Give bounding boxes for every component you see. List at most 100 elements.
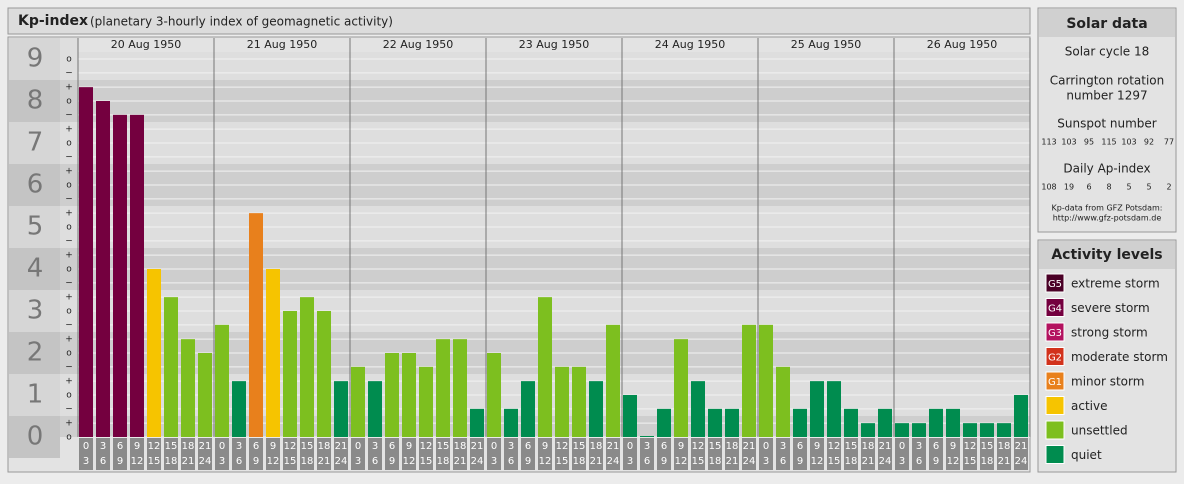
hour-label: 0 (899, 441, 905, 452)
hour-label: 21 (471, 441, 484, 452)
hour-box (691, 438, 705, 470)
bar (487, 353, 501, 437)
hour-label: 3 (899, 456, 905, 467)
y-tick-label: 2 (27, 338, 44, 368)
hour-box (657, 438, 671, 470)
level-label: strong storm (1071, 326, 1148, 340)
hour-label: 6 (644, 456, 650, 467)
level-swatch (1045, 298, 1065, 317)
bar (79, 87, 93, 437)
hour-label: 6 (916, 456, 922, 467)
hour-label: 9 (525, 456, 531, 467)
hour-label: 18 (437, 456, 450, 467)
bar (929, 408, 943, 437)
bar (657, 408, 671, 437)
hour-label: 24 (879, 456, 892, 467)
hour-box (1014, 438, 1028, 470)
y-band (9, 332, 60, 374)
bar (164, 297, 178, 437)
hour-label: 21 (335, 441, 348, 452)
sunspot-value: 77 (1164, 138, 1174, 147)
bar (215, 324, 229, 437)
hour-label: 3 (236, 441, 242, 452)
hour-label: 0 (219, 441, 225, 452)
hour-box (198, 438, 212, 470)
bar (181, 339, 195, 437)
sunspot-value: 113 (1041, 138, 1056, 147)
hour-box (912, 438, 926, 470)
hour-label: 24 (743, 456, 756, 467)
bar (113, 114, 127, 438)
hour-box (810, 438, 824, 470)
hour-label: 18 (573, 456, 586, 467)
bar (402, 353, 416, 437)
hour-label: 12 (556, 441, 569, 452)
level-swatch (1045, 445, 1065, 464)
bar (317, 311, 331, 437)
y-tick-label: 9 (27, 44, 44, 74)
bar (419, 366, 433, 437)
hour-box (300, 438, 314, 470)
hour-label: 0 (763, 441, 769, 452)
hour-label: 21 (879, 441, 892, 452)
hour-box (844, 438, 858, 470)
level-label: moderate storm (1071, 350, 1168, 364)
levels-title: Activity levels (1051, 247, 1162, 263)
minor-tick-label: o (66, 349, 72, 359)
hour-label: 3 (780, 441, 786, 452)
hour-label: 3 (372, 441, 378, 452)
sunspot-title: Sunspot number (1057, 117, 1156, 131)
hour-label: 3 (355, 456, 361, 467)
hour-label: 18 (998, 441, 1011, 452)
hour-label: 3 (644, 441, 650, 452)
bar (946, 408, 960, 437)
hour-label: 9 (389, 456, 395, 467)
hour-box (725, 438, 739, 470)
minor-tick-label: + (65, 251, 73, 261)
minor-tick-label: o (66, 307, 72, 317)
level-label: extreme storm (1071, 277, 1160, 291)
hour-label: 6 (389, 441, 395, 452)
hour-label: 6 (780, 456, 786, 467)
hour-label: 15 (692, 456, 705, 467)
hour-label: 6 (661, 441, 667, 452)
hour-label: 6 (117, 441, 123, 452)
bar (725, 408, 739, 437)
hour-label: 12 (284, 441, 297, 452)
bar (844, 408, 858, 437)
hour-label: 21 (199, 441, 212, 452)
level-swatch (1045, 322, 1065, 342)
hour-box (215, 438, 229, 470)
y-band (9, 206, 60, 248)
bar (453, 339, 467, 437)
bar (623, 395, 637, 437)
hour-box (487, 438, 501, 470)
hour-box (266, 438, 280, 470)
bar (300, 297, 314, 437)
level-badge: G4 (1048, 304, 1062, 315)
hour-label: 9 (661, 456, 667, 467)
y-band (9, 374, 60, 416)
hour-label: 15 (845, 441, 858, 452)
y-tick-label: 7 (27, 128, 44, 158)
solar-title-bg (1039, 9, 1175, 37)
chart-title: Kp-index (18, 13, 88, 29)
hour-box (436, 438, 450, 470)
hour-label: 21 (318, 456, 331, 467)
bar (895, 423, 909, 437)
minor-tick-label: o (66, 55, 72, 65)
chart-subtitle: (planetary 3-hourly index of geomagnetic… (90, 15, 393, 29)
hour-box (929, 438, 943, 470)
minor-tick-label: − (65, 404, 73, 414)
source-line: Kp-data from GFZ Potsdam: (1052, 204, 1163, 213)
hour-label: 15 (148, 456, 161, 467)
hour-label: 12 (692, 441, 705, 452)
hour-box (470, 438, 484, 470)
bar (691, 381, 705, 437)
level-label: unsettled (1071, 424, 1128, 438)
hour-label: 3 (916, 441, 922, 452)
hour-box (963, 438, 977, 470)
hour-label: 15 (437, 441, 450, 452)
solar-box (1037, 7, 1177, 233)
